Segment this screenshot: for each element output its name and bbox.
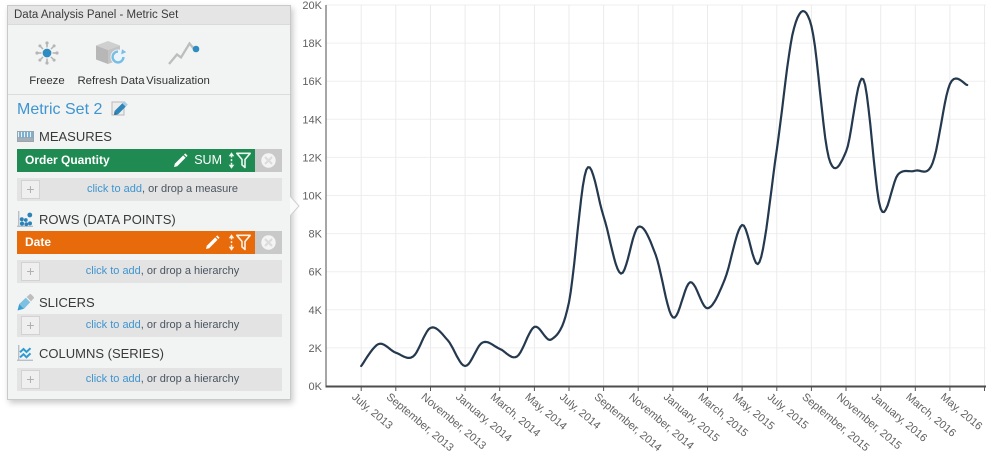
svg-text:0K: 0K (309, 381, 323, 393)
svg-text:10K: 10K (302, 191, 322, 203)
svg-text:16K: 16K (302, 76, 322, 88)
svg-text:20K: 20K (302, 0, 322, 12)
svg-text:18K: 18K (302, 38, 322, 50)
svg-text:2K: 2K (309, 343, 323, 355)
svg-text:4K: 4K (309, 305, 323, 317)
svg-text:12K: 12K (302, 152, 322, 164)
svg-text:14K: 14K (302, 114, 322, 126)
svg-text:6K: 6K (309, 267, 323, 279)
svg-text:8K: 8K (309, 229, 323, 241)
